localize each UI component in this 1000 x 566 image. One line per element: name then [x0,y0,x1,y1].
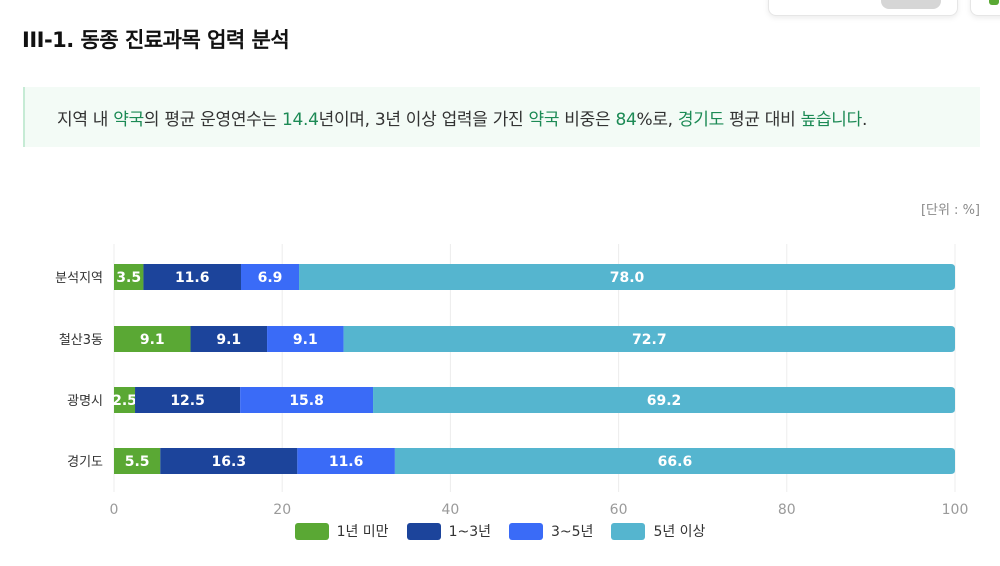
bar-segment [343,326,955,352]
bar-segment [297,448,395,474]
y-category-label: 광명시 [67,394,103,409]
legend-label: 1년 미만 [336,524,389,540]
bar-segment [394,448,955,474]
data-label: 11.6 [175,270,210,286]
bar-segment [114,326,191,352]
data-label: 78.0 [610,270,645,286]
toggle-pill[interactable] [881,0,941,9]
bar-segment [143,264,241,290]
green-marker-icon [989,0,999,5]
legend-label: 3~5년 [551,524,594,540]
legend-item[interactable]: 1년 미만 [294,521,389,541]
bar-segment [299,264,955,290]
bar-segment [114,264,144,290]
data-label: 9.1 [140,332,165,348]
data-label: 3.5 [116,270,141,286]
data-label: 69.2 [647,393,682,409]
legend-item[interactable]: 1~3년 [406,521,491,541]
x-tick-label: 80 [778,502,796,518]
bar-segment [240,264,300,290]
legend-swatch [294,522,329,540]
data-label: 66.6 [658,454,693,470]
legend-item[interactable]: 5년 이상 [611,521,705,541]
data-label: 2.5 [112,393,137,409]
unit-label: [단위 : %] [920,203,980,218]
summary-text: 지역 내 약국의 평균 운영연수는 14.4년이며, 3년 이상 업력을 가진 … [57,109,868,130]
x-tick-label: 60 [610,502,628,518]
data-label: 9.1 [216,332,241,348]
section-title: III-1. 동종 진료과목 업력 분석 [22,28,290,52]
top-card-left [768,0,958,16]
legend-swatch [509,522,543,540]
bar-segment [373,387,955,413]
y-category-label: 철산3동 [59,333,103,348]
bar-segment [114,448,161,474]
top-card-right [970,0,1000,16]
bar-segment [267,326,344,352]
chart-legend: 1년 미만 1~3년 3~5년 5년 이상 [0,521,1000,541]
data-label: 5.5 [125,454,150,470]
legend-label: 1~3년 [448,524,491,540]
bar-segment [160,448,298,474]
data-label: 15.8 [289,393,324,409]
bar-segment [190,326,268,352]
bar-segment [240,387,374,413]
x-tick-label: 20 [273,502,291,518]
x-tick-label: 100 [942,502,969,518]
bar-segment [114,387,136,413]
legend-label: 5년 이상 [653,524,706,540]
data-label: 6.9 [258,270,283,286]
y-category-label: 경기도 [67,455,103,470]
data-label: 11.6 [329,454,364,470]
data-label: 16.3 [212,454,247,470]
data-label: 12.5 [170,393,205,409]
summary-box: 지역 내 약국의 평균 운영연수는 14.4년이며, 3년 이상 업력을 가진 … [23,87,980,147]
x-tick-label: 40 [441,502,459,518]
bar-segment [135,387,241,413]
data-label: 72.7 [632,332,667,348]
x-tick-label: 0 [110,502,119,518]
y-category-label: 분석지역 [55,271,103,286]
legend-swatch [611,522,646,540]
legend-item[interactable]: 3~5년 [509,521,593,541]
legend-swatch [406,522,441,540]
data-label: 9.1 [293,332,318,348]
